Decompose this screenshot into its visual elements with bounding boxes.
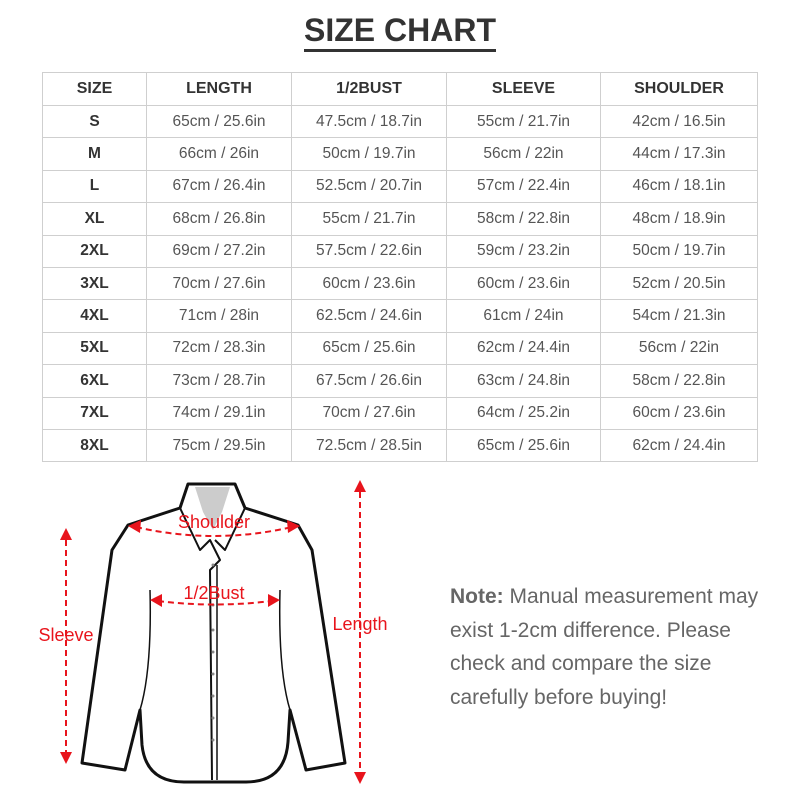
measurement-cell: 60cm / 23.6in xyxy=(600,396,758,430)
measurement-cell: 65cm / 25.6in xyxy=(146,104,292,139)
measurement-cell: 70cm / 27.6in xyxy=(291,396,447,430)
column-header: 1/2BUST xyxy=(291,72,447,106)
size-cell: M xyxy=(42,137,147,171)
table-row: 6XL 73cm / 28.7in 67.5cm / 26.6in 63cm / 24… xyxy=(42,364,758,398)
note-label: Note: xyxy=(450,585,504,608)
measurement-cell: 52cm / 20.5in xyxy=(600,266,758,301)
table-row: 8XL 75cm / 29.5in 72.5cm / 28.5in 65cm / 25… xyxy=(42,428,758,463)
length-label: Length xyxy=(332,614,388,634)
table-row: 7XL 74cm / 29.1in 70cm / 27.6in 64cm / 25.2… xyxy=(42,396,758,430)
measurement-cell: 63cm / 24.8in xyxy=(446,364,601,398)
size-cell: 2XL xyxy=(42,234,147,268)
measurement-cell: 48cm / 18.9in xyxy=(600,202,758,236)
arrow-heads xyxy=(60,480,366,784)
measurement-cell: 69cm / 27.2in xyxy=(146,234,292,268)
title-text: SIZE CHART xyxy=(304,12,496,52)
measurement-cell: 55cm / 21.7in xyxy=(446,104,601,139)
measurement-cell: 57cm / 22.4in xyxy=(446,169,601,204)
size-cell: 5XL xyxy=(42,331,147,366)
measurement-cell: 61cm / 24in xyxy=(446,299,601,333)
table-row: M 66cm / 26in 50cm / 19.7in 56cm / 22in 44cm… xyxy=(42,137,758,171)
measurement-cell: 73cm / 28.7in xyxy=(146,364,292,398)
size-cell: XL xyxy=(42,202,147,236)
column-header: SHOULDER xyxy=(600,72,758,106)
size-cell: S xyxy=(42,104,147,139)
measurement-cell: 58cm / 22.8in xyxy=(600,364,758,398)
measurement-cell: 59cm / 23.2in xyxy=(446,234,601,268)
page-title: SIZE CHART xyxy=(0,12,800,52)
column-header: LENGTH xyxy=(146,72,292,106)
table-row: 5XL 72cm / 28.3in 65cm / 25.6in 62cm / 24.4… xyxy=(42,331,758,366)
table-row: S 65cm / 25.6in 47.5cm / 18.7in 55cm / 21.7… xyxy=(42,104,758,139)
measurement-cell: 70cm / 27.6in xyxy=(146,266,292,301)
column-header: SIZE xyxy=(42,72,147,106)
measure-lines xyxy=(65,492,361,772)
shirt-outline xyxy=(80,482,347,784)
measurement-cell: 65cm / 25.6in xyxy=(291,331,447,366)
shoulder-label: Shoulder xyxy=(177,512,251,532)
measurement-cell: 50cm / 19.7in xyxy=(291,137,447,171)
measurement-cell: 54cm / 21.3in xyxy=(600,299,758,333)
size-cell: 3XL xyxy=(42,266,147,301)
measurement-cell: 64cm / 25.2in xyxy=(446,396,601,430)
measurement-cell: 56cm / 22in xyxy=(446,137,601,171)
note-text: Manual measurement may exist 1-2cm diffe… xyxy=(450,585,759,709)
size-table: SIZE LENGTH 1/2BUST SLEEVE SHOULDER S 65cm / … xyxy=(42,72,758,463)
column-header: SLEEVE xyxy=(446,72,601,106)
table-header-row: SIZE LENGTH 1/2BUST SLEEVE SHOULDER xyxy=(42,72,758,106)
table-row: 3XL 70cm / 27.6in 60cm / 23.6in 60cm / 23.6… xyxy=(42,266,758,301)
measurement-cell: 62cm / 24.4in xyxy=(446,331,601,366)
measurement-cell: 47.5cm / 18.7in xyxy=(291,104,447,139)
table-row: XL 68cm / 26.8in 55cm / 21.7in 58cm / 22.8i… xyxy=(42,202,758,236)
size-cell: 7XL xyxy=(42,396,147,430)
measurement-cell: 74cm / 29.1in xyxy=(146,396,292,430)
table-row: 4XL 71cm / 28in 62.5cm / 24.6in 61cm / 24in… xyxy=(42,299,758,333)
measurement-cell: 50cm / 19.7in xyxy=(600,234,758,268)
measurement-cell: 44cm / 17.3in xyxy=(600,137,758,171)
measurement-cell: 75cm / 29.5in xyxy=(146,428,292,463)
note: Note: Manual measurement may exist 1-2cm… xyxy=(450,580,770,714)
size-cell: L xyxy=(42,169,147,204)
measurement-cell: 55cm / 21.7in xyxy=(291,202,447,236)
shirt-diagram xyxy=(60,480,366,784)
measurement-cell: 68cm / 26.8in xyxy=(146,202,292,236)
measurement-cell: 67.5cm / 26.6in xyxy=(291,364,447,398)
measurement-cell: 65cm / 25.6in xyxy=(446,428,601,463)
size-cell: 4XL xyxy=(42,299,147,333)
table-row: 2XL 69cm / 27.2in 57.5cm / 22.6in 59cm / 23… xyxy=(42,234,758,268)
measurement-cell: 60cm / 23.6in xyxy=(291,266,447,301)
measurement-cell: 66cm / 26in xyxy=(146,137,292,171)
measurement-cell: 52.5cm / 20.7in xyxy=(291,169,447,204)
measurement-cell: 72.5cm / 28.5in xyxy=(291,428,447,463)
measurement-cell: 60cm / 23.6in xyxy=(446,266,601,301)
measurement-cell: 57.5cm / 22.6in xyxy=(291,234,447,268)
measurement-cell: 58cm / 22.8in xyxy=(446,202,601,236)
sleeve-label: Sleeve xyxy=(38,625,94,645)
table-row: L 67cm / 26.4in 52.5cm / 20.7in 57cm / 22.4… xyxy=(42,169,758,204)
measurement-cell: 62cm / 24.4in xyxy=(600,428,758,463)
measurement-cell: 46cm / 18.1in xyxy=(600,169,758,204)
measurement-cell: 56cm / 22in xyxy=(600,331,758,366)
measurement-cell: 71cm / 28in xyxy=(146,299,292,333)
bust-arrow xyxy=(157,600,273,606)
measurement-cell: 67cm / 26.4in xyxy=(146,169,292,204)
measurement-cell: 62.5cm / 24.6in xyxy=(291,299,447,333)
size-cell: 6XL xyxy=(42,364,147,398)
measurement-cell: 42cm / 16.5in xyxy=(600,104,758,139)
collar-inner xyxy=(195,487,230,530)
bust-label: 1/2Bust xyxy=(183,583,245,603)
measurement-cell: 72cm / 28.3in xyxy=(146,331,292,366)
size-cell: 8XL xyxy=(42,428,147,463)
